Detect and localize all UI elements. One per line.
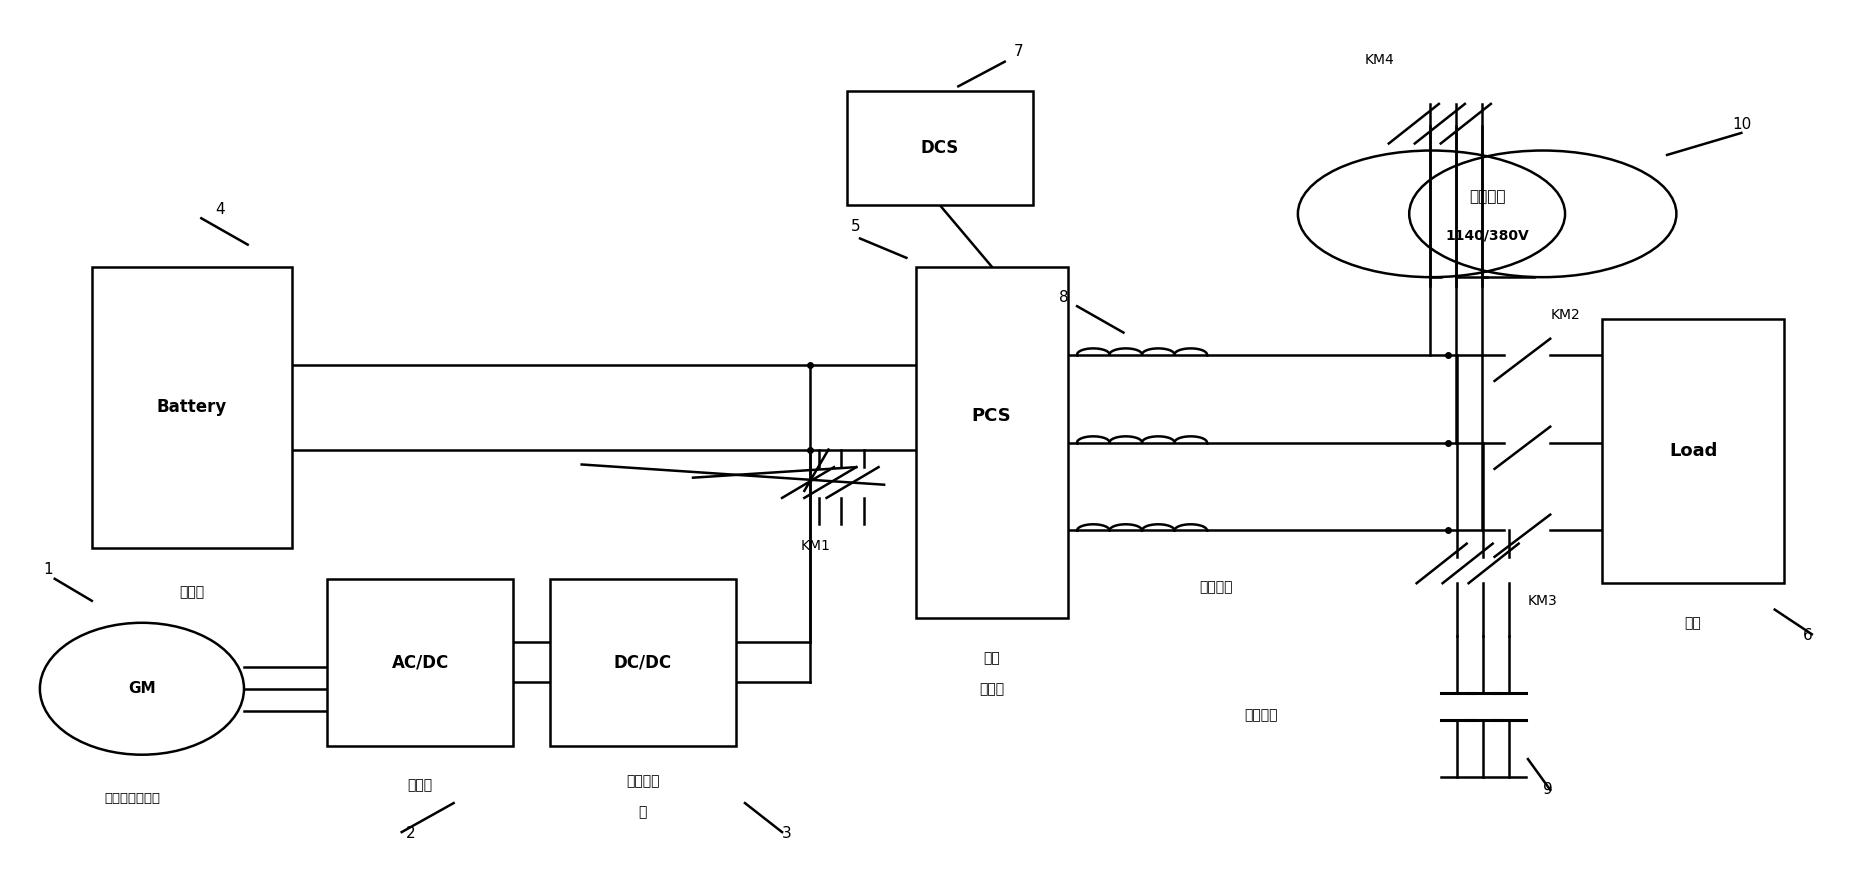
Text: 10: 10 [1733, 117, 1751, 132]
Text: 变流器: 变流器 [979, 681, 1005, 696]
Text: KM3: KM3 [1528, 594, 1558, 608]
Text: 8: 8 [1059, 289, 1068, 304]
Text: PCS: PCS [971, 407, 1012, 425]
Circle shape [1409, 150, 1677, 277]
FancyBboxPatch shape [328, 579, 514, 746]
Text: 小型风力发电机: 小型风力发电机 [104, 792, 160, 805]
FancyBboxPatch shape [1602, 319, 1785, 583]
Text: 7: 7 [1014, 43, 1024, 58]
Text: 负载: 负载 [1684, 616, 1701, 630]
Circle shape [1297, 150, 1565, 277]
Text: 滤波电容: 滤波电容 [1243, 708, 1277, 722]
FancyBboxPatch shape [91, 266, 292, 548]
Text: 器: 器 [638, 804, 648, 819]
Text: GM: GM [128, 681, 156, 696]
Text: 整流器: 整流器 [408, 779, 434, 792]
Text: 滤波电感: 滤波电感 [1200, 581, 1234, 595]
Text: 风机电网: 风机电网 [1468, 189, 1506, 204]
Text: 储能: 储能 [983, 651, 999, 665]
Text: 1140/380V: 1140/380V [1446, 229, 1530, 242]
Text: KM1: KM1 [800, 539, 830, 553]
Text: 直流转换: 直流转换 [625, 774, 659, 788]
Text: DCS: DCS [921, 139, 958, 157]
Text: 9: 9 [1543, 782, 1552, 797]
Text: DC/DC: DC/DC [614, 653, 672, 672]
Text: Battery: Battery [156, 398, 227, 416]
Text: KM4: KM4 [1364, 53, 1394, 67]
FancyBboxPatch shape [551, 579, 735, 746]
Text: Load: Load [1669, 442, 1718, 460]
FancyBboxPatch shape [916, 266, 1068, 619]
Text: KM2: KM2 [1550, 308, 1580, 322]
Text: 1: 1 [43, 562, 54, 577]
Text: 5: 5 [850, 219, 860, 235]
Text: AC/DC: AC/DC [391, 653, 449, 672]
Text: 电池组: 电池组 [179, 585, 205, 599]
FancyBboxPatch shape [847, 91, 1033, 205]
Text: 4: 4 [216, 202, 225, 217]
Text: 3: 3 [782, 827, 791, 842]
Text: 2: 2 [406, 827, 415, 842]
Text: 6: 6 [1803, 628, 1813, 643]
